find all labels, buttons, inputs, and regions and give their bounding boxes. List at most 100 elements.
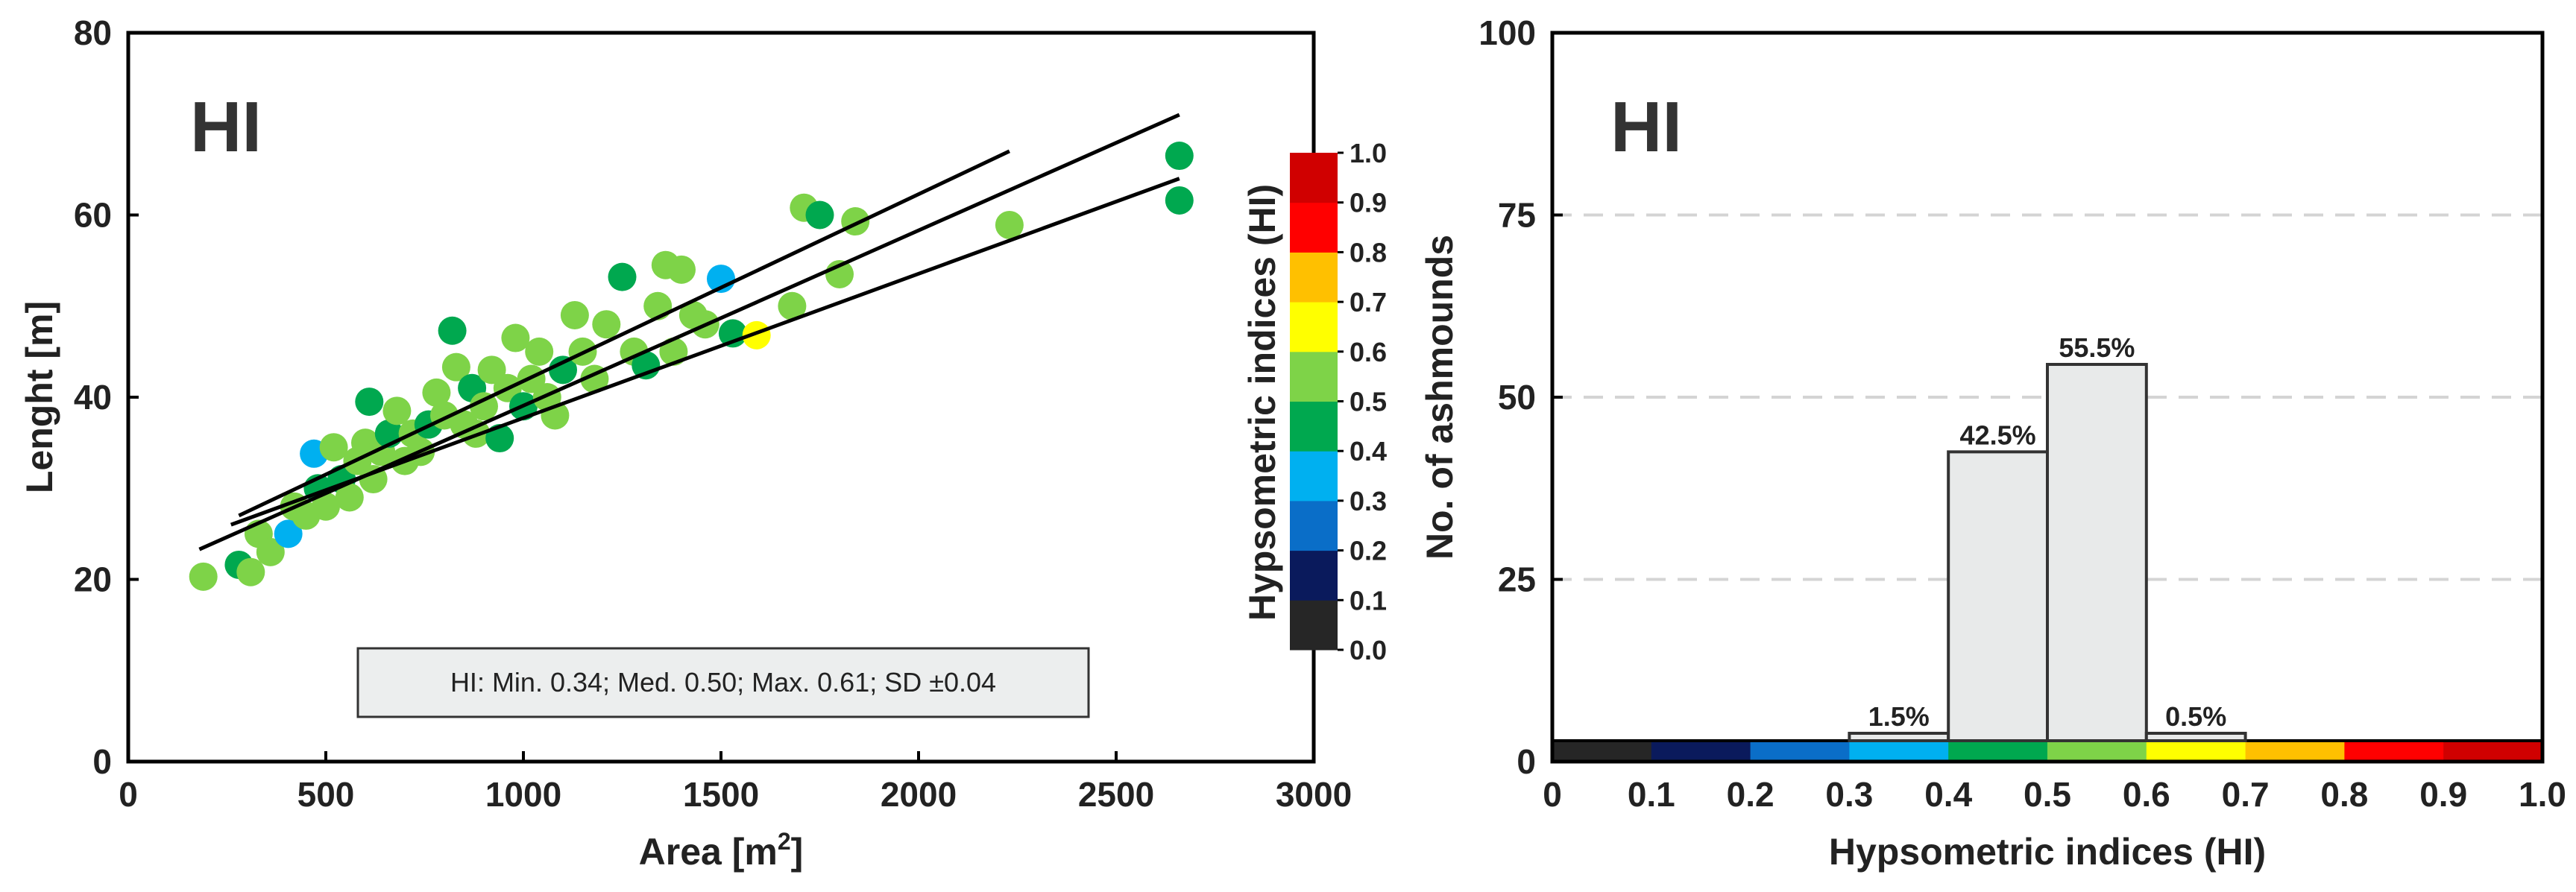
histogram-color-segment [1750, 741, 1850, 762]
histogram-y-axis-title: No. of ashmounds [1419, 235, 1461, 560]
histogram-x-tick-label: 0.9 [2419, 775, 2467, 814]
histogram-panel-label: HI [1610, 87, 1682, 167]
scatter-x-tick-label: 2000 [881, 775, 957, 814]
scatter-point [335, 483, 364, 512]
histogram-x-tick-label: 0.2 [1727, 775, 1774, 814]
histogram-x-axis-title: Hypsometric indices (HI) [1829, 831, 2266, 873]
scatter-x-tick-label: 2500 [1078, 775, 1154, 814]
x-axis-title-close: ] [791, 831, 804, 873]
histogram-x-tick-label: 0.7 [2222, 775, 2270, 814]
scatter-point [805, 200, 834, 230]
scatter-point [438, 316, 467, 345]
histogram-gridlines [1552, 213, 2542, 581]
scatter-x-tick-label: 1500 [683, 775, 759, 814]
colorbar-label: 0.9 [1350, 188, 1387, 218]
scatter-y-tick-label: 40 [74, 378, 112, 417]
scatter-point [608, 262, 637, 291]
scatter-point [667, 255, 696, 284]
trend-line [230, 177, 1180, 527]
colorbar-label: 0.6 [1350, 337, 1387, 367]
histogram-color-segment [1552, 741, 1652, 762]
histogram-x-tick-label: 0.1 [1628, 775, 1675, 814]
colorbar-segment [1290, 202, 1338, 253]
histogram-y-ticks: 0 25 50 75 100 [1478, 13, 1563, 781]
histogram-x-tick-label: 0.3 [1825, 775, 1873, 814]
colorbar-segment [1290, 351, 1338, 402]
scatter-point [778, 291, 807, 320]
scatter-y-ticks: 0 20 40 60 80 [74, 13, 139, 781]
histogram-color-segment [2245, 741, 2345, 762]
scatter-point [525, 337, 554, 366]
histogram-x-tick-label: 0.8 [2320, 775, 2368, 814]
scatter-chart: 0 20 40 60 80 0 500 1000 1500 2000 2500 3000 HI HI… [19, 13, 1387, 873]
colorbar-label: 0.3 [1350, 486, 1387, 516]
histogram-chart: 0 25 50 75 100 0 0.1 0.2 0.3 0.4 0.5 0.6 0.7 0.8 0.9 1… [1419, 13, 2566, 873]
histogram-y-tick-label: 50 [1498, 378, 1536, 417]
scatter-point [355, 388, 384, 417]
histogram-color-segment [2344, 741, 2444, 762]
scatter-point [422, 378, 451, 407]
scatter-point [560, 300, 589, 329]
colorbar-label: 0.8 [1350, 237, 1387, 268]
colorbar-label: 0.0 [1350, 635, 1387, 665]
colorbar-segment [1290, 302, 1338, 352]
histogram-x-tick-label: 1.0 [2519, 775, 2566, 814]
histogram-plot-frame [1550, 31, 2545, 764]
scatter-point [1165, 142, 1194, 171]
histogram-bar-label: 42.5% [1960, 420, 2036, 450]
histogram-bar-label: 0.5% [2165, 701, 2226, 732]
scatter-panel-label: HI [190, 87, 262, 167]
colorbar-segment [1290, 451, 1338, 502]
scatter-point [441, 352, 470, 382]
colorbar-segment [1290, 153, 1338, 203]
scatter-point [312, 492, 340, 521]
colorbar-label: 0.2 [1350, 536, 1387, 566]
colorbar-segment [1290, 550, 1338, 601]
scatter-x-tick-label: 500 [297, 775, 355, 814]
scatter-point [470, 392, 498, 421]
histogram-color-segment [1651, 741, 1751, 762]
histogram-y-tick-label: 0 [1517, 742, 1536, 781]
histogram-y-tick-label: 75 [1498, 196, 1536, 235]
scatter-y-tick-label: 60 [74, 196, 112, 235]
scatter-point [319, 433, 348, 462]
scatter-x-tick-label: 3000 [1276, 775, 1352, 814]
colorbar-label: 0.5 [1350, 387, 1387, 417]
scatter-point [236, 557, 265, 586]
scatter-annotation: HI: Min. 0.34; Med. 0.50; Max. 0.61; SD … [356, 647, 1090, 718]
histogram-color-segment [1849, 741, 1949, 762]
histogram-y-tick-label: 25 [1498, 560, 1536, 599]
histogram-color-segment [2146, 741, 2246, 762]
histogram-bar-label: 55.5% [2059, 332, 2135, 363]
histogram-bars: 1.5% 42.5% 55.5% 0.5% [1848, 332, 2247, 742]
colorbar-label: 0.4 [1350, 436, 1387, 466]
histogram-x-tick-label: 0.4 [1924, 775, 1972, 814]
colorbar: 0.0 0.1 0.2 0.3 0.4 0.5 0.6 0.7 0.8 0.9 1.0 [1290, 138, 1387, 665]
annotation-box [356, 647, 1090, 718]
histogram-bar [2046, 362, 2148, 742]
colorbar-segment [1290, 401, 1338, 452]
scatter-y-tick-label: 20 [74, 560, 112, 599]
histogram-color-segment [2047, 741, 2147, 762]
histogram-bar [1848, 732, 1950, 742]
colorbar-label: 0.1 [1350, 585, 1387, 616]
scatter-point [549, 355, 577, 385]
scatter-points [189, 142, 1194, 591]
histogram-color-segment [2443, 741, 2543, 762]
x-axis-title-superscript: 2 [778, 828, 791, 855]
annotation-text: HI: Min. 0.34; Med. 0.50; Max. 0.61; SD … [450, 667, 996, 698]
histogram-x-tick-label: 0.5 [2024, 775, 2071, 814]
scatter-x-ticks: 0 500 1000 1500 2000 2500 3000 [119, 751, 1352, 814]
scatter-x-tick-label: 1000 [485, 775, 561, 814]
histogram-y-tick-label: 100 [1478, 13, 1536, 52]
scatter-point [382, 396, 412, 426]
scatter-point [742, 320, 771, 349]
histogram-bar-label: 1.5% [1868, 701, 1930, 732]
scatter-point [1165, 186, 1194, 215]
histogram-bar [2144, 732, 2247, 742]
x-axis-title-main: Area [m [639, 831, 778, 873]
histogram-color-strip [1552, 739, 2543, 762]
scatter-x-tick-label: 0 [119, 775, 138, 814]
scatter-point [189, 562, 218, 591]
scatter-y-tick-label: 80 [74, 13, 112, 52]
